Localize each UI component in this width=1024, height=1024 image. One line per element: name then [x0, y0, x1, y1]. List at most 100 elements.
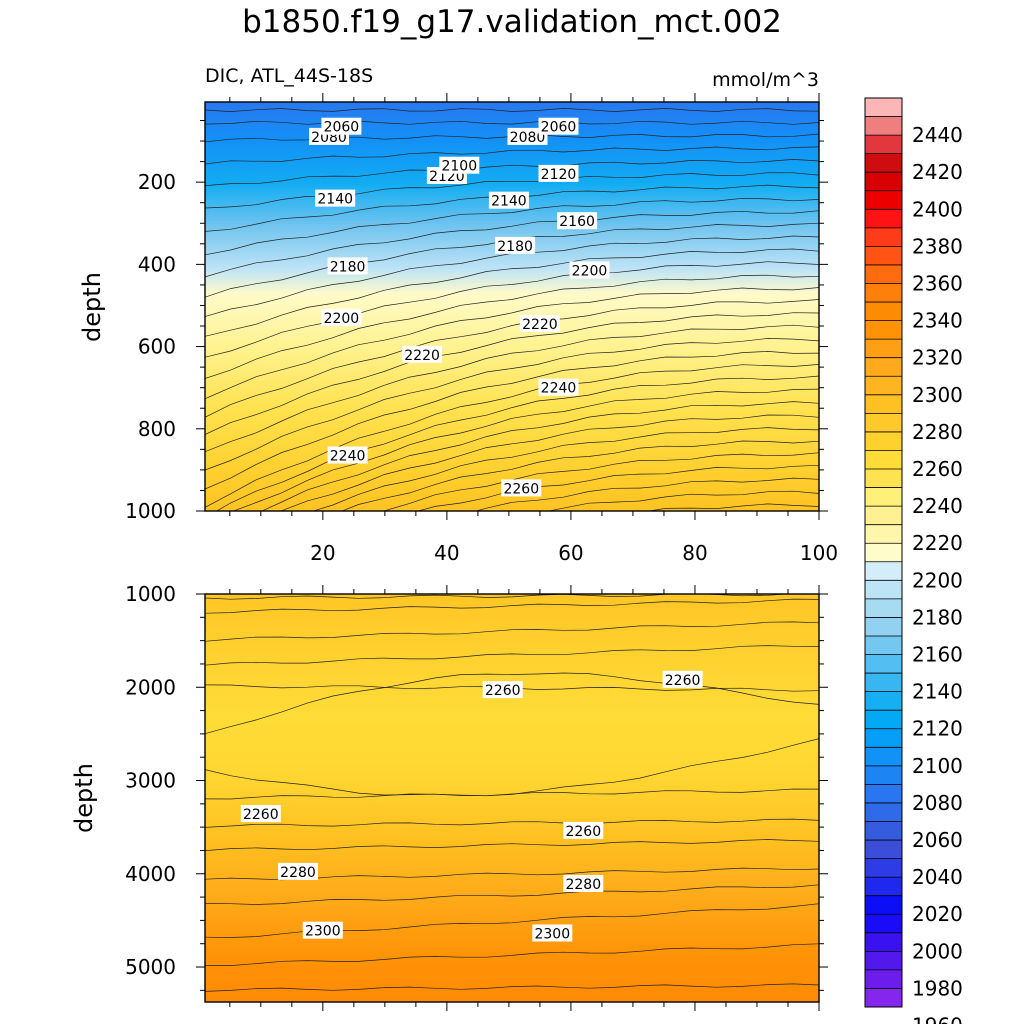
- contour-label: 2140: [317, 192, 353, 208]
- x-tick-label: 80: [682, 541, 707, 565]
- contour-line: [205, 261, 819, 358]
- contour-label: 2260: [503, 481, 539, 497]
- colorbar-swatch: [865, 227, 902, 247]
- contour-label: 2240: [541, 381, 577, 397]
- lower-field: [205, 594, 819, 1002]
- colorbar-swatch: [865, 821, 902, 841]
- contour-line: [205, 839, 819, 851]
- colorbar-label: 2160: [912, 643, 963, 667]
- contour-line: [205, 172, 819, 209]
- upper-x-axis: 20 40 60 80 100: [229, 93, 838, 565]
- colorbar: 2440 2420 2400 2380 2360 2340 2320 2300 2280 2260…: [864, 97, 963, 1024]
- y-tick-label: 3000: [125, 769, 176, 793]
- contour-label-box: [327, 446, 368, 464]
- upper-units-label: mmol/m^3: [712, 69, 819, 91]
- colorbar-swatch: [865, 172, 902, 192]
- contour-line: [216, 375, 819, 511]
- y-tick-label: 800: [138, 417, 176, 441]
- colorbar-label: 2380: [912, 234, 963, 258]
- colorbar-swatch: [865, 209, 902, 229]
- lower-y-axis-label: depth: [70, 763, 98, 833]
- lower-x-axis: [229, 585, 820, 1011]
- colorbar-swatch: [865, 932, 902, 952]
- contour-label-box: [557, 212, 598, 230]
- colorbar-label: 2420: [912, 160, 963, 184]
- y-tick-label: 5000: [125, 955, 176, 979]
- colorbar-swatch: [865, 264, 902, 284]
- colorbar-label: 2280: [912, 420, 963, 444]
- contour-line: [205, 274, 819, 379]
- contour-line: [205, 146, 819, 165]
- contour-label: 2060: [541, 120, 577, 136]
- contour-line: [547, 490, 819, 511]
- colorbar-label: 2440: [912, 123, 963, 147]
- contour-label-box: [501, 479, 542, 497]
- contour-label-box: [327, 257, 368, 275]
- colorbar-label: 2020: [912, 902, 963, 926]
- contour-line: [647, 503, 819, 511]
- y-tick-label: 400: [138, 252, 176, 276]
- colorbar-label: 2180: [912, 605, 963, 629]
- colorbar-swatch: [865, 691, 902, 711]
- y-tick-label: 2000: [125, 675, 176, 699]
- colorbar-swatch: [865, 747, 902, 767]
- contour-label-box: [302, 921, 343, 939]
- upper-y-axis: 200 400 600 800 1000: [125, 119, 828, 523]
- y-tick-label: 1000: [125, 499, 176, 523]
- contour-line: [205, 338, 819, 471]
- contour-line: [205, 788, 819, 800]
- colorbar-swatch: [865, 784, 902, 804]
- lower-plot-frame: [204, 593, 820, 1003]
- colorbar-swatch: [865, 802, 902, 822]
- colorbar-label: 2340: [912, 309, 963, 333]
- lower-panel: 2260 2260 2260 2260 2280 2280 2300 2300 1000 200…: [70, 582, 828, 1011]
- contour-label-box: [482, 681, 523, 699]
- colorbar-label: 2320: [912, 346, 963, 370]
- contour-line: [205, 248, 819, 337]
- contour-line: [205, 197, 819, 256]
- colorbar-swatch: [865, 394, 902, 414]
- contour-label-box: [538, 378, 579, 396]
- contour-line: [205, 159, 819, 186]
- upper-field: [205, 102, 819, 511]
- contour-label-box: [569, 261, 610, 279]
- contour-label: 2200: [324, 311, 360, 327]
- x-tick-label: 20: [310, 541, 335, 565]
- colorbar-label: 2200: [912, 568, 963, 592]
- colorbar-label: 2120: [912, 717, 963, 741]
- colorbar-label: 2220: [912, 531, 963, 555]
- contour-line: [205, 299, 819, 418]
- upper-plot-frame: [204, 101, 820, 512]
- contour-label: 2240: [330, 449, 366, 465]
- contour-label: 2220: [404, 348, 440, 364]
- contour-label-box: [662, 670, 703, 688]
- contour-label: 2280: [565, 877, 601, 893]
- contour-label: 2260: [485, 683, 521, 699]
- colorbar-swatch: [865, 376, 902, 396]
- upper-y-axis-label: depth: [78, 272, 106, 342]
- colorbar-swatch: [865, 431, 902, 451]
- contour-line: [205, 672, 819, 735]
- y-tick-label: 600: [138, 335, 176, 359]
- colorbar-swatch: [865, 951, 902, 971]
- contour-label-box: [563, 875, 604, 892]
- contour-line: [232, 388, 819, 511]
- contour-line: [205, 324, 819, 453]
- x-tick-label: 40: [434, 541, 459, 565]
- colorbar-swatch: [865, 858, 902, 878]
- contour-line: [205, 884, 819, 905]
- colorbar-swatch: [865, 283, 902, 303]
- colorbar-label: 2260: [912, 457, 963, 481]
- colorbar-swatch: [865, 116, 902, 136]
- colorbar-swatch: [865, 840, 902, 859]
- contour-line: [205, 598, 819, 614]
- colorbar-swatch: [865, 320, 902, 340]
- colorbar-swatch: [865, 673, 902, 693]
- upper-panel: 2080206021202140210020802060212021402160…: [78, 65, 838, 565]
- contour-label-box: [538, 117, 579, 135]
- contour-label-box: [507, 127, 548, 145]
- contour-line: [205, 364, 819, 508]
- colorbar-label: 2100: [912, 754, 963, 778]
- colorbar-swatch: [865, 895, 902, 915]
- colorbar-label: 2080: [912, 791, 963, 815]
